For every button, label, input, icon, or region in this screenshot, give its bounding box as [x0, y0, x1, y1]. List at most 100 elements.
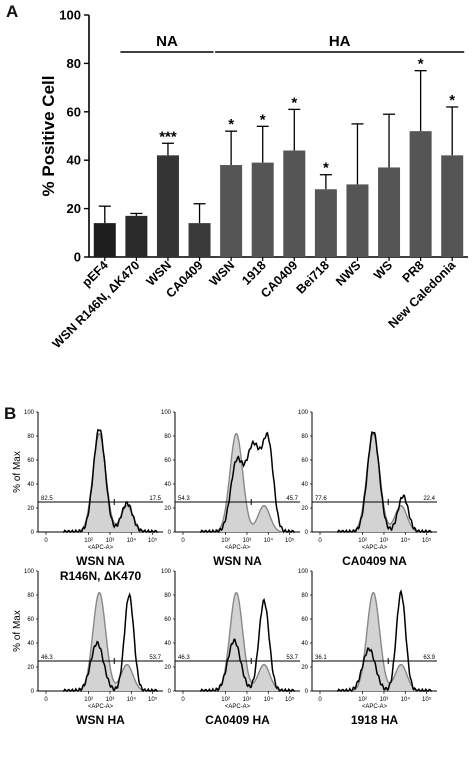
histogram-y-tick-label: 40: [164, 641, 171, 647]
histogram-subtitle: R146N, ΔK470: [60, 569, 142, 583]
histogram-title: CA0409 NA: [342, 554, 407, 568]
histogram-y-tick-label: 100: [161, 569, 172, 575]
histogram-x-tick-label: 10³: [243, 538, 252, 544]
bar: [346, 184, 369, 257]
histogram-x-tick-label: 10²: [84, 697, 93, 703]
significance-label: *: [260, 111, 266, 128]
histogram-x-tick-label: 10³: [243, 697, 252, 703]
sample-histogram-line: [63, 428, 158, 533]
histogram-panel: 0 20 40 60 80 100 0 10² 10³ 10⁴ 10⁵ <APC-A> 77.6 22.4…: [298, 410, 437, 568]
bar: [378, 167, 401, 257]
histogram-y-tick-label: 80: [27, 593, 34, 599]
histogram-y-tick-label: 0: [305, 689, 309, 695]
control-histogram-fill: [63, 592, 158, 691]
histogram-x-tick-label: 0: [181, 697, 185, 703]
bar: [409, 131, 432, 257]
histogram-y-tick-label: 40: [164, 482, 171, 488]
histogram-x-tick-label: 10⁵: [148, 696, 158, 703]
histogram-x-tick-label: 10⁵: [148, 537, 158, 544]
histogram-y-tick-label: 100: [24, 410, 35, 416]
gate-right-percent: 53.7: [286, 655, 298, 661]
histogram-panel: 0 20 40 60 80 100 0 10² 10³ 10⁴ 10⁵ <APC-A> 36.1 63.9…: [298, 569, 437, 727]
histogram-y-tick-label: 100: [161, 410, 172, 416]
histogram-panel: 0 20 40 60 80 100 0 10² 10³ 10⁴ 10⁵ <APC-A> 54.3 45.7…: [161, 410, 300, 568]
histogram-x-tick-label: 10⁴: [127, 696, 137, 703]
histogram-y-tick-label: 40: [27, 641, 34, 647]
histogram-y-tick-label: 60: [27, 617, 34, 623]
panel-a-label: A: [6, 2, 19, 21]
gate-right-percent: 63.9: [423, 655, 435, 661]
y-tick-label: 40: [67, 153, 81, 168]
histogram-y-tick-label: 0: [305, 530, 309, 536]
gate-right-percent: 22.4: [423, 496, 435, 502]
sample-histogram-line: [200, 431, 295, 534]
gate-left-percent: 46.3: [178, 655, 190, 661]
histogram-x-tick-label: 10³: [380, 697, 389, 703]
bar: [93, 223, 116, 257]
control-histogram-fill: [200, 433, 295, 532]
histogram-x-tick-label: 0: [318, 697, 322, 703]
histogram-title: WSN NA: [76, 554, 125, 568]
histogram-y-tick-label: 80: [301, 434, 308, 440]
histogram-x-tick-label: 10⁴: [401, 696, 411, 703]
histogram-y-tick-label: 40: [301, 641, 308, 647]
histogram-x-axis-label: <APC-A>: [362, 704, 388, 710]
bar: [441, 155, 464, 257]
ha-group-label: HA: [329, 33, 351, 50]
histogram-x-axis-label: <APC-A>: [88, 704, 114, 710]
histogram-title: WSN NA: [213, 554, 262, 568]
histogram-y-tick-label: 0: [168, 530, 172, 536]
histogram-x-tick-label: 0: [318, 538, 322, 544]
control-histogram-fill: [200, 592, 295, 691]
y-tick-label: 80: [67, 56, 81, 71]
significance-label: ***: [159, 128, 177, 145]
histogram-y-tick-label: 40: [27, 482, 34, 488]
histogram-x-tick-label: 10³: [106, 697, 115, 703]
significance-label: *: [228, 116, 234, 133]
histogram-x-tick-label: 10⁵: [422, 537, 432, 544]
histogram-title: WSN HA: [76, 713, 125, 727]
histogram-x-tick-label: 10⁵: [285, 537, 295, 544]
histogram-y-axis-label: % of Max: [12, 610, 23, 652]
histogram-y-tick-label: 60: [27, 458, 34, 464]
histogram-y-tick-label: 60: [164, 617, 171, 623]
histogram-title: CA0409 HA: [205, 713, 270, 727]
histogram-y-tick-label: 40: [301, 482, 308, 488]
histogram-y-tick-label: 0: [168, 689, 172, 695]
histogram-y-axis-label: % of Max: [12, 451, 23, 493]
histogram-x-tick-label: 10⁵: [285, 696, 295, 703]
histogram-y-tick-label: 80: [164, 434, 171, 440]
histogram-x-tick-label: 0: [181, 538, 185, 544]
histogram-x-tick-label: 10³: [106, 538, 115, 544]
bar: [314, 189, 337, 257]
significance-label: *: [291, 94, 297, 111]
sample-histogram-line: [63, 592, 158, 693]
gate-right-percent: 17.5: [149, 496, 161, 502]
y-axis-title: % Positive Cell: [39, 76, 58, 197]
histogram-x-tick-label: 10⁴: [264, 696, 274, 703]
histogram-y-tick-label: 20: [27, 506, 34, 512]
histogram-y-tick-label: 80: [27, 434, 34, 440]
bar: [283, 150, 306, 257]
gate-left-percent: 82.5: [41, 496, 53, 502]
bar: [220, 165, 243, 257]
histogram-x-tick-label: 10³: [380, 538, 389, 544]
histogram-x-tick-label: 10⁴: [264, 537, 274, 544]
histogram-x-tick-label: 10⁴: [127, 537, 137, 544]
histogram-panel: 0 20 40 60 80 100 0 10² 10³ 10⁴ 10⁵ <APC-A> 46.3 53.7…: [12, 569, 163, 727]
significance-label: *: [449, 92, 455, 109]
histogram-y-tick-label: 80: [164, 593, 171, 599]
histogram-y-tick-label: 0: [31, 530, 35, 536]
gate-right-percent: 53.7: [149, 655, 161, 661]
histogram-title: 1918 HA: [351, 713, 399, 727]
significance-label: *: [323, 160, 329, 177]
sample-histogram-line: [337, 589, 432, 693]
histogram-x-axis-label: <APC-A>: [88, 545, 114, 551]
bar: [156, 155, 179, 257]
significance-label: *: [418, 56, 424, 73]
histogram-y-tick-label: 60: [164, 458, 171, 464]
histogram-y-tick-label: 20: [164, 665, 171, 671]
histogram-x-tick-label: 10²: [358, 697, 367, 703]
